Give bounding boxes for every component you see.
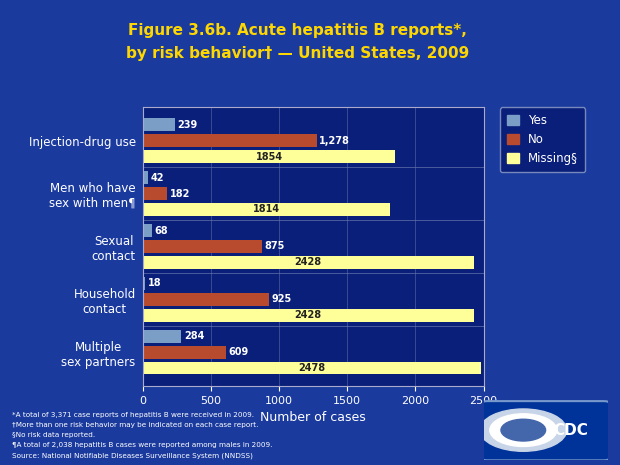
Bar xyxy=(143,187,167,200)
Text: 1,278: 1,278 xyxy=(319,136,350,146)
Bar xyxy=(143,346,226,359)
FancyBboxPatch shape xyxy=(481,401,610,460)
Bar xyxy=(143,240,262,252)
Text: 875: 875 xyxy=(264,241,285,252)
Text: 609: 609 xyxy=(228,347,249,357)
Text: 925: 925 xyxy=(271,294,291,305)
Bar xyxy=(143,134,317,147)
Bar xyxy=(143,293,269,306)
Text: by risk behavior† — United States, 2009: by risk behavior† — United States, 2009 xyxy=(126,46,469,61)
Text: 2428: 2428 xyxy=(294,310,322,320)
Text: 239: 239 xyxy=(178,120,198,130)
Text: Source: National Notifiable Diseases Surveillance System (NNDSS): Source: National Notifiable Diseases Sur… xyxy=(12,452,254,459)
Text: 2428: 2428 xyxy=(294,258,322,267)
Bar xyxy=(143,256,474,269)
Bar xyxy=(143,362,480,374)
Bar xyxy=(143,277,145,290)
Circle shape xyxy=(480,409,567,451)
Text: CDC: CDC xyxy=(553,423,588,438)
Text: *A total of 3,371 case reports of hepatitis B were received in 2009.: *A total of 3,371 case reports of hepati… xyxy=(12,412,254,418)
Bar xyxy=(143,150,396,163)
Text: §No risk data reported.: §No risk data reported. xyxy=(12,432,95,438)
Bar xyxy=(143,119,175,131)
Text: 1854: 1854 xyxy=(255,152,283,161)
Text: Figure 3.6b. Acute hepatitis B reports*,: Figure 3.6b. Acute hepatitis B reports*, xyxy=(128,23,467,38)
Text: 182: 182 xyxy=(170,188,190,199)
Bar xyxy=(143,203,390,216)
Circle shape xyxy=(501,419,546,441)
Text: 18: 18 xyxy=(148,279,161,288)
Bar xyxy=(143,309,474,322)
Bar xyxy=(143,224,152,237)
Text: 68: 68 xyxy=(154,226,168,235)
Legend: Yes, No, Missing§: Yes, No, Missing§ xyxy=(500,107,585,172)
Text: 42: 42 xyxy=(151,173,164,183)
Text: 1814: 1814 xyxy=(253,205,280,214)
Circle shape xyxy=(490,414,557,446)
Text: 284: 284 xyxy=(184,332,204,341)
X-axis label: Number of cases: Number of cases xyxy=(260,411,366,424)
Bar xyxy=(143,171,148,184)
Bar xyxy=(143,330,181,343)
Text: 2478: 2478 xyxy=(298,363,325,373)
Text: †More than one risk behavior may be indicated on each case report.: †More than one risk behavior may be indi… xyxy=(12,422,259,428)
Text: ¶A total of 2,038 hepatitis B cases were reported among males in 2009.: ¶A total of 2,038 hepatitis B cases were… xyxy=(12,442,273,448)
